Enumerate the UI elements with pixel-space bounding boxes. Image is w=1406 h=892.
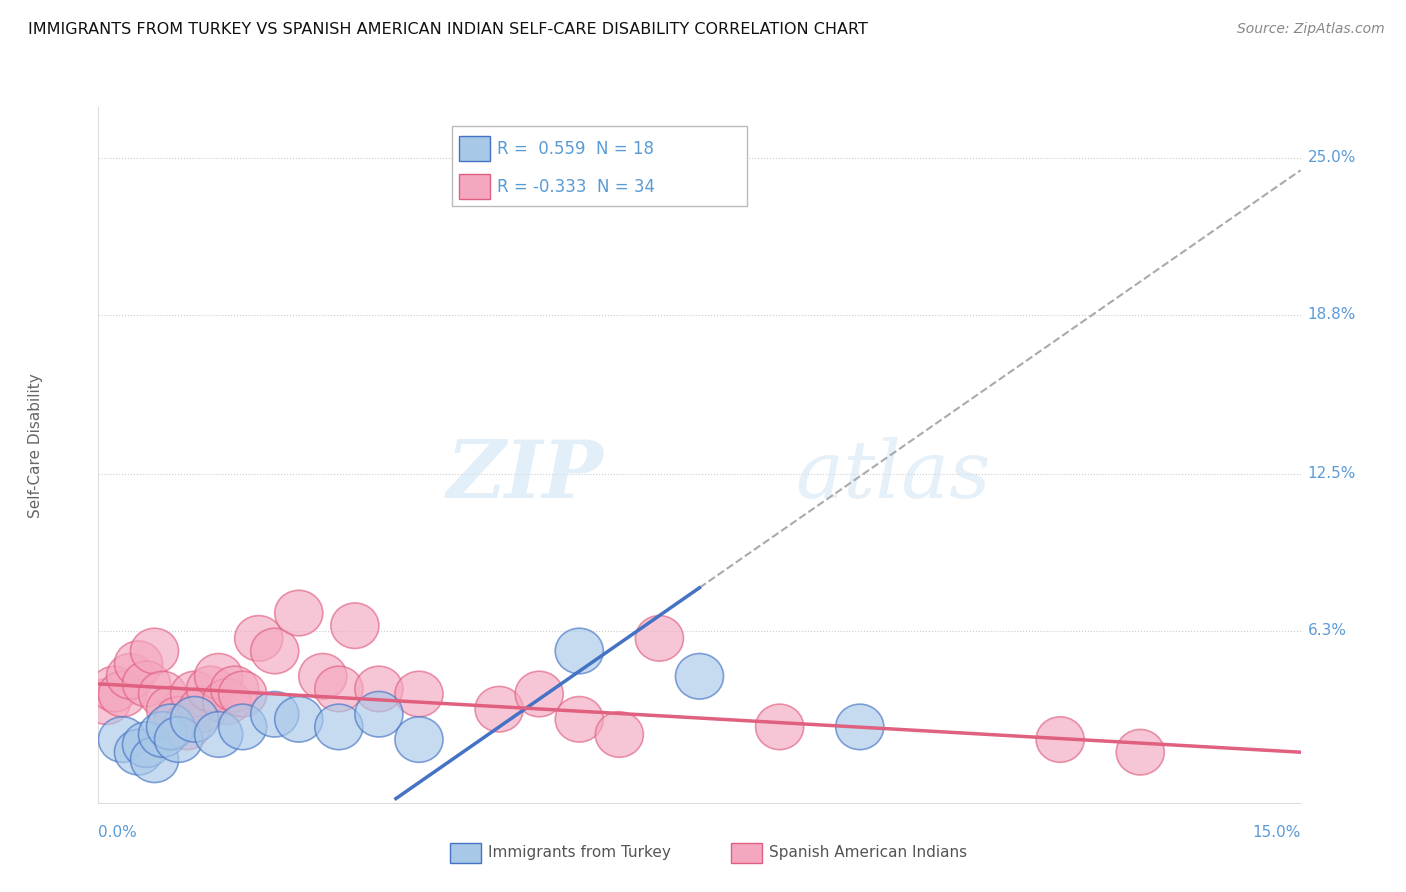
Ellipse shape [475, 687, 523, 732]
Ellipse shape [354, 691, 404, 737]
Ellipse shape [131, 628, 179, 673]
Ellipse shape [636, 615, 683, 661]
Ellipse shape [274, 697, 323, 742]
Ellipse shape [114, 640, 163, 687]
Ellipse shape [250, 628, 298, 673]
Ellipse shape [595, 712, 644, 757]
Text: Immigrants from Turkey: Immigrants from Turkey [488, 846, 671, 860]
Text: atlas: atlas [796, 437, 991, 515]
Text: Self-Care Disability: Self-Care Disability [28, 374, 42, 518]
Ellipse shape [170, 672, 219, 717]
Ellipse shape [139, 672, 187, 717]
Ellipse shape [131, 737, 179, 782]
Ellipse shape [179, 687, 226, 732]
Ellipse shape [555, 697, 603, 742]
Ellipse shape [98, 717, 146, 763]
Ellipse shape [194, 654, 243, 699]
Ellipse shape [835, 704, 884, 749]
Ellipse shape [235, 615, 283, 661]
Ellipse shape [315, 704, 363, 749]
Ellipse shape [315, 666, 363, 712]
Text: IMMIGRANTS FROM TURKEY VS SPANISH AMERICAN INDIAN SELF-CARE DISABILITY CORRELATI: IMMIGRANTS FROM TURKEY VS SPANISH AMERIC… [28, 22, 868, 37]
Text: 6.3%: 6.3% [1308, 624, 1347, 639]
Ellipse shape [354, 666, 404, 712]
Text: ZIP: ZIP [447, 437, 603, 515]
Ellipse shape [98, 672, 146, 717]
Ellipse shape [211, 666, 259, 712]
Text: Spanish American Indians: Spanish American Indians [769, 846, 967, 860]
Ellipse shape [146, 704, 194, 749]
Text: 25.0%: 25.0% [1308, 150, 1355, 165]
Ellipse shape [675, 654, 724, 699]
Ellipse shape [107, 654, 155, 699]
Ellipse shape [83, 679, 131, 724]
Ellipse shape [555, 628, 603, 673]
Ellipse shape [155, 697, 202, 742]
Ellipse shape [395, 672, 443, 717]
Ellipse shape [1036, 717, 1084, 763]
Text: 0.0%: 0.0% [98, 825, 138, 840]
Ellipse shape [250, 691, 298, 737]
Ellipse shape [219, 672, 267, 717]
Ellipse shape [330, 603, 380, 648]
Text: Source: ZipAtlas.com: Source: ZipAtlas.com [1237, 22, 1385, 37]
Ellipse shape [90, 666, 139, 712]
Text: 15.0%: 15.0% [1253, 825, 1301, 840]
Ellipse shape [155, 717, 202, 763]
Ellipse shape [163, 704, 211, 749]
Ellipse shape [170, 697, 219, 742]
Ellipse shape [515, 672, 564, 717]
Ellipse shape [114, 730, 163, 775]
Ellipse shape [299, 654, 347, 699]
Ellipse shape [122, 722, 170, 767]
Ellipse shape [187, 666, 235, 712]
Ellipse shape [139, 712, 187, 757]
Ellipse shape [755, 704, 804, 749]
Ellipse shape [274, 591, 323, 636]
Ellipse shape [202, 679, 250, 724]
Ellipse shape [1116, 730, 1164, 775]
Ellipse shape [194, 712, 243, 757]
Ellipse shape [219, 704, 267, 749]
Ellipse shape [395, 717, 443, 763]
Text: 18.8%: 18.8% [1308, 307, 1355, 322]
Text: R = -0.333  N = 34: R = -0.333 N = 34 [498, 178, 655, 195]
Ellipse shape [122, 661, 170, 706]
Text: 12.5%: 12.5% [1308, 467, 1355, 482]
Text: R =  0.559  N = 18: R = 0.559 N = 18 [498, 140, 654, 158]
Ellipse shape [146, 687, 194, 732]
